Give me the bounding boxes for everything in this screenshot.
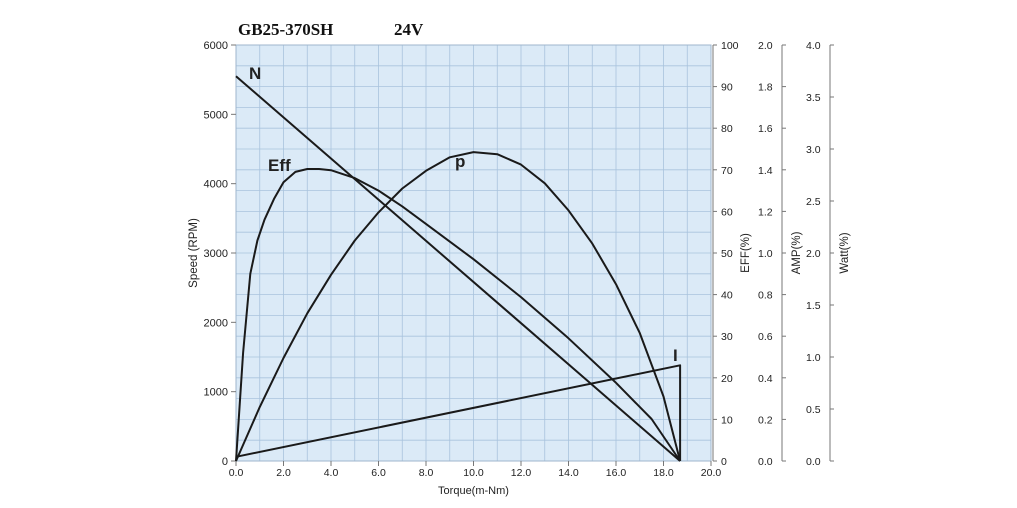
series-label-p: p xyxy=(455,152,465,171)
speed-tick-label: 3000 xyxy=(204,248,228,260)
amp-tick-label: 0.4 xyxy=(758,373,773,385)
speed-axis-label: Speed (RPM) xyxy=(188,218,200,288)
watt-tick-label: 1.0 xyxy=(806,352,821,364)
watt-tick-label: 2.0 xyxy=(806,248,821,260)
watt-tick-label: 1.5 xyxy=(806,300,821,312)
series-label-n: N xyxy=(249,64,261,83)
series-curve-i xyxy=(235,364,682,461)
series-curve-p xyxy=(235,151,682,462)
amp-tick-label: 1.2 xyxy=(758,206,773,218)
x-tick-label: 4.0 xyxy=(324,467,339,479)
eff-tick-label: 0 xyxy=(721,456,727,468)
speed-tick-label: 2000 xyxy=(204,317,228,329)
watt-tick-label: 4.0 xyxy=(806,40,821,52)
eff-axis-label: EFF(%) xyxy=(740,233,752,273)
watt-tick-label: 3.0 xyxy=(806,144,821,156)
x-tick-label: 16.0 xyxy=(606,467,627,479)
eff-tick-label: 40 xyxy=(721,290,733,302)
eff-tick-label: 10 xyxy=(721,414,733,426)
eff-tick-label: 30 xyxy=(721,331,733,343)
speed-tick-label: 1000 xyxy=(204,387,228,399)
series-curve-eff xyxy=(235,168,681,462)
x-tick-label: 8.0 xyxy=(419,467,434,479)
x-tick-label: 20.0 xyxy=(701,467,722,479)
amp-tick-label: 0.0 xyxy=(758,456,773,468)
amp-tick-label: 0.8 xyxy=(758,290,773,302)
eff-tick-label: 100 xyxy=(721,40,739,52)
x-tick-label: 2.0 xyxy=(276,467,291,479)
eff-tick-label: 70 xyxy=(721,165,733,177)
amp-tick-label: 1.6 xyxy=(758,123,773,135)
amp-tick-label: 0.6 xyxy=(758,331,773,343)
series-curve-n xyxy=(235,75,681,462)
watt-tick-label: 0.0 xyxy=(806,456,821,468)
eff-tick-label: 60 xyxy=(721,206,733,218)
x-tick-label: 6.0 xyxy=(371,467,386,479)
watt-tick-label: 3.5 xyxy=(806,92,821,104)
x-tick-label: 10.0 xyxy=(463,467,484,479)
amp-tick-label: 1.8 xyxy=(758,82,773,94)
series-label-i: I xyxy=(673,346,678,365)
watt-axis-label: Watt(%) xyxy=(839,232,851,273)
speed-tick-label: 4000 xyxy=(204,179,228,191)
speed-tick-label: 5000 xyxy=(204,109,228,121)
speed-tick-label: 0 xyxy=(222,456,228,468)
eff-tick-label: 20 xyxy=(721,373,733,385)
amp-tick-label: 0.2 xyxy=(758,414,773,426)
watt-tick-label: 2.5 xyxy=(806,196,821,208)
x-tick-label: 12.0 xyxy=(511,467,532,479)
x-tick-label: 0.0 xyxy=(229,467,244,479)
x-tick-label: 18.0 xyxy=(653,467,674,479)
eff-tick-label: 80 xyxy=(721,123,733,135)
eff-tick-label: 50 xyxy=(721,248,733,260)
chart-title-model: GB25-370SH xyxy=(238,20,334,39)
speed-tick-label: 6000 xyxy=(204,40,228,52)
amp-axis-label: AMP(%) xyxy=(791,231,803,274)
watt-tick-label: 0.5 xyxy=(806,404,821,416)
chart-title-voltage: 24V xyxy=(394,20,424,39)
amp-tick-label: 1.4 xyxy=(758,165,773,177)
x-tick-label: 14.0 xyxy=(558,467,579,479)
amp-tick-label: 1.0 xyxy=(758,248,773,260)
x-axis-label: Torque(m-Nm) xyxy=(438,485,509,497)
eff-tick-label: 90 xyxy=(721,82,733,94)
amp-tick-label: 2.0 xyxy=(758,40,773,52)
series-label-eff: Eff xyxy=(268,156,291,175)
